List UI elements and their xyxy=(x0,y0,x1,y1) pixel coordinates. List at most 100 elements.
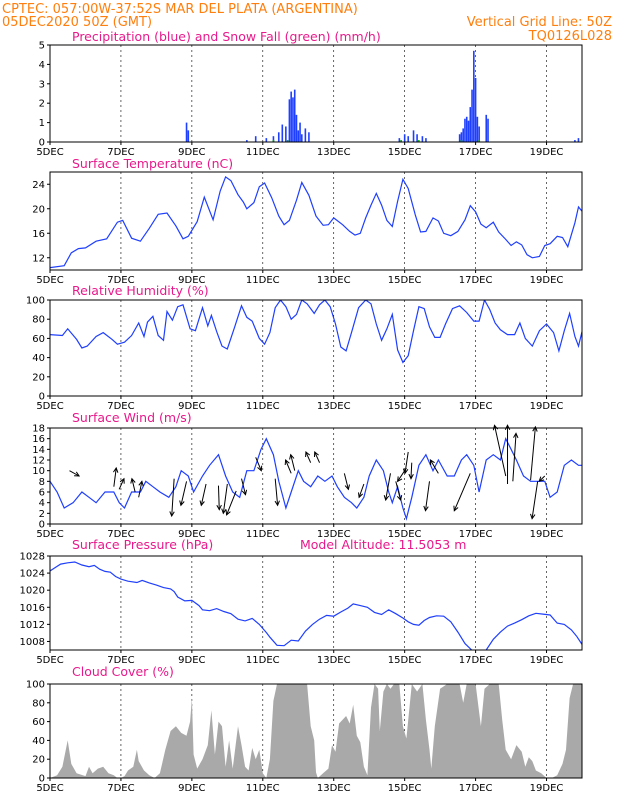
y-tick-label: 5 xyxy=(39,41,45,52)
x-tick-label: 7DEC xyxy=(107,655,134,666)
wind-vector xyxy=(305,451,312,463)
humidity-panel: Relative Humidity (%) 0 20 40 60 80 100 5DEC 7D… xyxy=(26,283,583,412)
bar-mark xyxy=(473,50,475,142)
bar-mark xyxy=(299,122,301,142)
plot-frame xyxy=(49,171,583,271)
wind-vector xyxy=(404,451,409,474)
bar-mark xyxy=(458,134,461,142)
wind-vector-head xyxy=(530,513,536,520)
y-tick-label: 3 xyxy=(39,79,45,90)
plot-frame xyxy=(49,299,583,397)
x-tick-label: 11DEC xyxy=(246,529,280,540)
bar-mark xyxy=(478,126,480,142)
x-tick-label: 19DEC xyxy=(530,529,564,540)
x-tick-label: 19DEC xyxy=(530,147,564,158)
wind-vector xyxy=(530,426,536,481)
bar-mark xyxy=(246,140,248,142)
wind-vector xyxy=(118,478,125,490)
wind-vector xyxy=(285,459,292,474)
wind-vector-head xyxy=(130,477,136,484)
wind-vector xyxy=(69,470,80,477)
bar-mark xyxy=(467,120,470,142)
wind-vector xyxy=(222,483,228,514)
wind-vector-head xyxy=(402,468,409,475)
wind-vector-head xyxy=(423,505,429,512)
bar-mark xyxy=(577,138,580,142)
bar-mark xyxy=(297,130,300,142)
wind-vector xyxy=(180,481,188,506)
x-tick-label: 15DEC xyxy=(388,401,422,412)
y-tick-label: 1012 xyxy=(20,620,45,631)
pressure-panel: Surface Pressure (hPa) Model Altitude: 1… xyxy=(20,537,583,666)
wind-vector xyxy=(385,473,391,501)
x-tick-label: 19DEC xyxy=(530,401,564,412)
x-tick-label: 11DEC xyxy=(246,275,280,286)
pressure-title: Surface Pressure (hPa) xyxy=(72,537,213,552)
y-tick-label: 1 xyxy=(39,118,45,129)
x-tick-label: 17DEC xyxy=(459,147,493,158)
x-tick-label: 17DEC xyxy=(459,655,493,666)
y-tick-label: 60 xyxy=(32,717,45,728)
y-tick-label: 14 xyxy=(32,445,45,456)
y-tick-label: 12 xyxy=(32,456,45,467)
header-grid-note: Vertical Grid Line: 50Z xyxy=(467,15,612,30)
wind-vector-head xyxy=(138,480,144,487)
x-tick-label: 9DEC xyxy=(178,147,205,158)
x-tick-label: 5DEC xyxy=(36,529,63,540)
wind-vector-head xyxy=(513,432,519,439)
plot-frame xyxy=(49,44,583,143)
bar-mark xyxy=(288,99,291,142)
bar-mark xyxy=(421,136,424,142)
humidity-title: Relative Humidity (%) xyxy=(72,283,209,298)
model-altitude-note: Model Altitude: 11.5053 m xyxy=(300,537,466,552)
bar-mark xyxy=(400,140,402,142)
wind-vector xyxy=(274,478,279,506)
y-tick-label: 0 xyxy=(39,138,45,149)
bar-mark xyxy=(277,132,280,142)
x-tick-label: 15DEC xyxy=(388,655,422,666)
bar-mark xyxy=(487,118,489,142)
x-tick-label: 11DEC xyxy=(246,655,280,666)
x-tick-label: 15DEC xyxy=(388,783,422,794)
x-tick-label: 13DEC xyxy=(317,529,351,540)
wind-vector xyxy=(538,475,546,482)
bar-mark xyxy=(403,134,406,142)
y-tick-label: 40 xyxy=(32,736,45,747)
wind-vector xyxy=(226,490,237,516)
wind-vector xyxy=(358,483,365,498)
wind-vector xyxy=(171,478,175,517)
wind-vector-head xyxy=(169,511,175,518)
wind-vector xyxy=(200,483,207,506)
wind-vector xyxy=(314,451,321,463)
bar-mark xyxy=(471,89,473,142)
header-model-id: TQ0126L028 xyxy=(528,29,612,44)
wind-vector-head xyxy=(383,495,390,502)
x-tick-label: 7DEC xyxy=(107,529,134,540)
wind-vector xyxy=(290,454,296,471)
bar-mark xyxy=(187,130,190,142)
y-tick-label: 18 xyxy=(32,424,45,435)
x-tick-label: 19DEC xyxy=(530,783,564,794)
bar-mark xyxy=(574,140,576,142)
y-tick-label: 12 xyxy=(32,253,45,264)
bar-mark xyxy=(292,97,294,142)
temperature-title: Surface Temperature (nC) xyxy=(72,156,233,171)
wind-vector-head xyxy=(284,458,290,466)
wind-vector-head xyxy=(429,459,435,466)
wind-vector-head xyxy=(221,508,227,515)
wind-vector-head xyxy=(305,451,311,458)
bar-mark xyxy=(398,138,401,142)
bar-mark xyxy=(474,77,477,142)
wind-vector xyxy=(397,467,407,482)
y-tick-label: 2 xyxy=(39,509,45,520)
wind-vector-head xyxy=(179,500,185,507)
plot-frame xyxy=(49,427,583,525)
bar-mark xyxy=(460,132,463,142)
x-tick-label: 13DEC xyxy=(317,655,351,666)
x-tick-label: 5DEC xyxy=(36,275,63,286)
wind-vector xyxy=(113,467,117,487)
y-tick-label: 1024 xyxy=(20,569,45,580)
bar-mark xyxy=(301,134,303,142)
wind-vector-head xyxy=(74,471,81,477)
